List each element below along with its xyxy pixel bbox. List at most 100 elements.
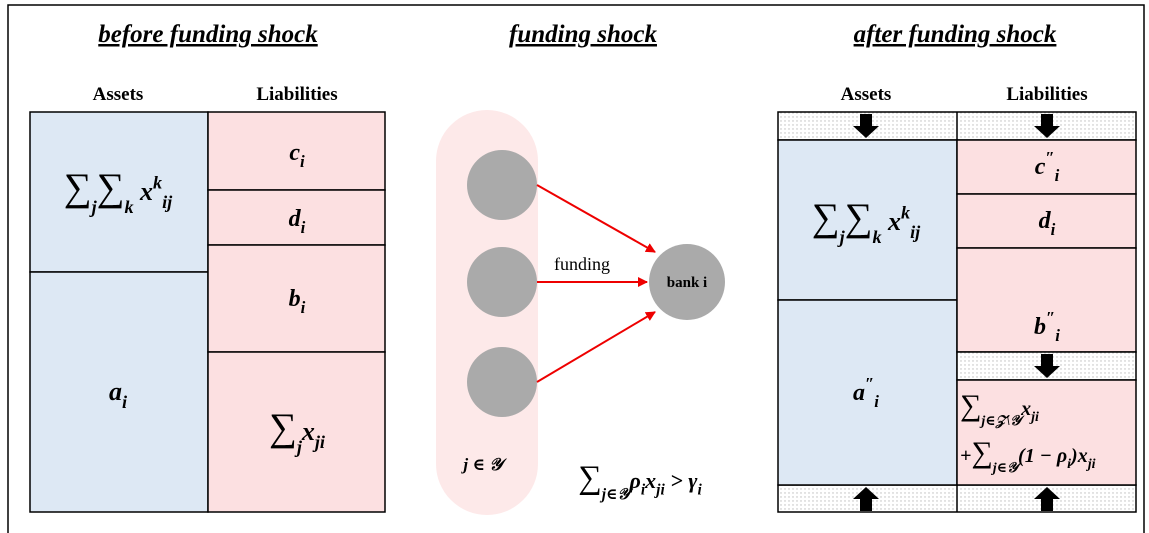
math-sub: ji	[1086, 457, 1096, 472]
math-sub: i	[1067, 457, 1071, 472]
math-base: b	[1034, 314, 1046, 340]
math-base: x	[134, 177, 154, 206]
math-base: a	[853, 380, 865, 406]
math-base: j ∈ 𝒴	[460, 455, 507, 474]
math-base: c	[289, 140, 300, 166]
math-base: x	[1020, 398, 1031, 420]
math-base: ρ	[1056, 445, 1067, 467]
math-base: ∑	[971, 436, 992, 469]
math-sub: ij	[910, 222, 921, 242]
liability-box	[207, 351, 386, 513]
node	[467, 150, 537, 220]
column-header: Liabilities	[256, 84, 337, 105]
math-base: x	[644, 468, 656, 493]
math-sub: i	[122, 392, 127, 412]
math-sup: ″	[1046, 308, 1055, 327]
math-label: ∑j∑k xkij	[64, 166, 173, 217]
math-base: b	[289, 286, 301, 312]
math-sub: j	[294, 437, 303, 457]
math-base: ∑	[812, 196, 840, 239]
panel-title: before funding shock	[98, 21, 318, 48]
math-sub: i	[301, 298, 306, 317]
math-label: c″i	[1035, 148, 1060, 185]
math-base: a	[109, 377, 122, 406]
edge	[536, 184, 656, 253]
math-base: ∑	[97, 166, 125, 209]
math-base: +	[960, 445, 971, 467]
math-label: j ∈ 𝒴	[460, 455, 507, 474]
math-sup: ″	[865, 374, 874, 393]
math-base: c	[1035, 154, 1046, 180]
liability-box	[956, 139, 1137, 195]
column-header: Assets	[93, 84, 144, 105]
math-sub: k	[872, 227, 881, 247]
math-sub: i	[1051, 220, 1056, 239]
edge	[536, 311, 656, 383]
math-sub: i	[300, 152, 305, 171]
node	[467, 247, 537, 317]
math-sub: ji	[653, 482, 665, 499]
math-base: ∑	[845, 196, 873, 239]
math-sub: j∈𝒴	[991, 461, 1022, 476]
asset-box	[777, 139, 958, 301]
column-header: Liabilities	[1006, 84, 1087, 105]
math-label: bi	[289, 286, 306, 317]
liability-box	[207, 189, 386, 246]
math-base: ∑	[960, 389, 981, 422]
math-sub: i	[641, 482, 646, 499]
math-base: ∑	[578, 460, 602, 496]
math-sub: i	[1055, 166, 1060, 185]
math-base: )	[1069, 445, 1078, 467]
math-sub: i	[874, 392, 879, 411]
math-base: x	[882, 207, 902, 236]
math-label: di	[289, 206, 306, 237]
math-sub: j	[837, 227, 846, 247]
math-label: ∑j∈𝒴ρixji > γi	[578, 460, 702, 503]
math-sub: i	[301, 218, 306, 237]
edge-label: funding	[554, 254, 610, 274]
math-base: x	[1077, 445, 1088, 467]
liability-box	[956, 247, 1137, 353]
math-sub: i	[697, 482, 702, 499]
math-label: ∑jxji	[269, 406, 325, 457]
math-label: ∑j∑k xkij	[812, 196, 921, 247]
math-sub: ji	[1029, 410, 1039, 425]
math-sup: k	[153, 172, 162, 192]
math-sub: ji	[312, 432, 325, 452]
column-header: Assets	[841, 84, 892, 105]
math-sub: i	[1055, 326, 1060, 345]
asset-box	[777, 299, 958, 486]
math-base: x	[301, 417, 315, 446]
math-sub: j	[89, 197, 98, 217]
liability-box	[956, 193, 1137, 249]
node-label: bank i	[667, 275, 707, 291]
liability-box	[956, 379, 1137, 486]
math-sup: k	[901, 202, 910, 222]
bank-node	[649, 244, 725, 320]
panel-title: after funding shock	[854, 21, 1057, 48]
math-base: > γ	[665, 468, 699, 493]
arrows	[853, 114, 1060, 511]
math-label: b″i	[1034, 308, 1060, 345]
math-base: d	[289, 206, 302, 232]
math-sub: j∈𝒴	[599, 486, 634, 503]
panel-title: funding shock	[509, 21, 657, 48]
math-label: ci	[289, 140, 305, 171]
math-base: ∑	[269, 406, 297, 449]
math-sub: k	[124, 197, 133, 217]
math-base: (1 −	[1018, 445, 1057, 467]
math-sub: j∈𝒵\𝒴	[979, 414, 1025, 429]
liability-box	[207, 244, 386, 353]
asset-box	[29, 271, 209, 513]
math-label: ai	[109, 377, 127, 412]
math-sup: ″	[1045, 148, 1054, 167]
math-base: ∑	[64, 166, 92, 209]
math-label: ∑j∈𝒵\𝒴xji	[960, 389, 1039, 429]
math-label: +∑j∈𝒴(1 − ρi)xji	[960, 436, 1096, 476]
math-base: ρ	[629, 468, 641, 493]
frame	[7, 4, 1145, 533]
math-label: a″i	[853, 374, 879, 411]
node	[467, 347, 537, 417]
math-label: di	[1039, 208, 1056, 239]
